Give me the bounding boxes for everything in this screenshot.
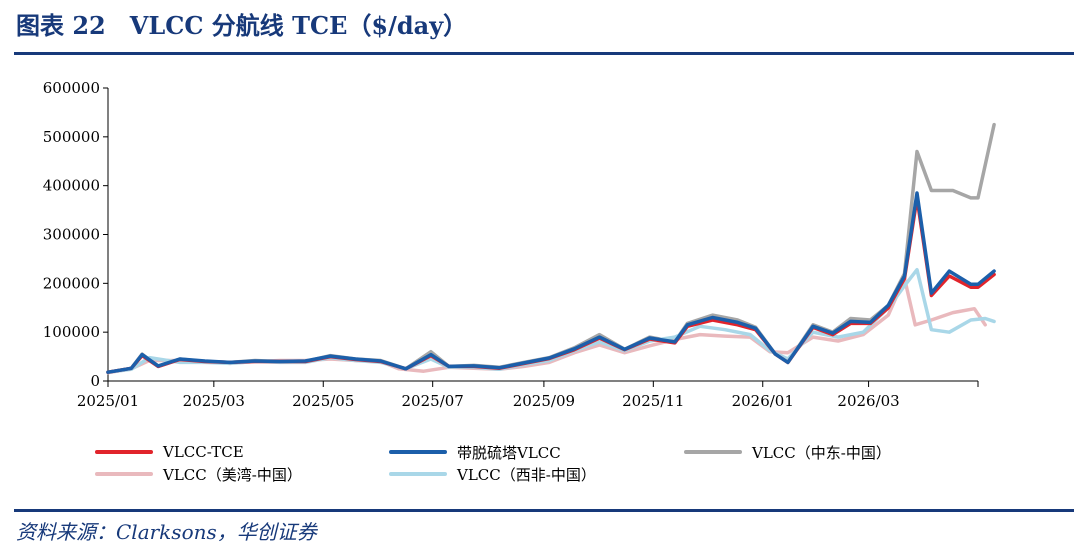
legend-label: VLCC（中东-中国） xyxy=(752,443,891,462)
title-bar: 图表 22 VLCC 分航线 TCE（$/day） xyxy=(0,0,1080,52)
legend-item: VLCC（美湾-中国） xyxy=(95,463,302,485)
y-tick-label: 0 xyxy=(90,372,100,390)
x-tick-label: 2025/09 xyxy=(513,392,575,410)
legend-item: VLCC-TCE xyxy=(95,441,244,463)
x-tick-label: 2025/05 xyxy=(292,392,354,410)
x-tick-label: 2025/07 xyxy=(402,392,464,410)
y-tick-label: 300000 xyxy=(43,226,100,244)
legend-swatch xyxy=(389,450,447,454)
x-tick-label: 2025/01 xyxy=(77,392,139,410)
x-tick-label: 2025/11 xyxy=(622,392,684,410)
legend-swatch xyxy=(95,472,153,476)
title-rule xyxy=(14,52,1074,55)
legend-swatch xyxy=(684,450,742,454)
legend-item: VLCC（西非-中国） xyxy=(389,463,596,485)
bottom-rule xyxy=(14,509,1074,512)
legend-label: VLCC（西非-中国） xyxy=(457,465,596,484)
figure-title: 图表 22 VLCC 分航线 TCE（$/day） xyxy=(16,11,468,40)
legend-label: VLCC（美湾-中国） xyxy=(163,465,302,484)
legend-swatch xyxy=(389,472,447,476)
legend-item: 带脱硫塔VLCC xyxy=(389,441,561,463)
y-tick-label: 200000 xyxy=(43,274,100,292)
legend-label: 带脱硫塔VLCC xyxy=(457,443,561,462)
series-line-5 xyxy=(106,191,996,374)
line-chart: 0 100000 200000 300000 400000 500000 600000 202… xyxy=(43,79,996,410)
series-line-4 xyxy=(106,196,996,374)
legend-item: VLCC（中东-中国） xyxy=(684,441,891,463)
source-note: 资料来源：Clarksons，华创证券 xyxy=(16,520,317,544)
x-tick-label: 2026/01 xyxy=(732,392,794,410)
y-tick-label: 100000 xyxy=(43,323,100,341)
legend-swatch xyxy=(95,450,153,454)
x-tick-label: 2026/03 xyxy=(837,392,899,410)
y-tick-label: 400000 xyxy=(43,177,100,195)
y-tick-label: 600000 xyxy=(43,79,100,97)
x-tick-label: 2025/03 xyxy=(183,392,245,410)
y-tick-label: 500000 xyxy=(43,128,100,146)
legend-label: VLCC-TCE xyxy=(163,443,244,461)
